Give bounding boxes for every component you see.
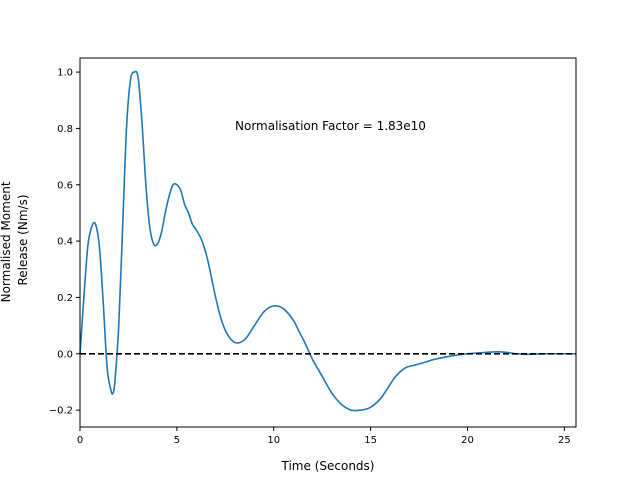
y-tick-label: −0.2: [49, 406, 73, 417]
series-layer: [79, 70, 576, 412]
y-axis-label-line-2: Release (Nm/s): [16, 194, 30, 285]
x-tick-label: 10: [267, 435, 280, 446]
plot-frame: [79, 57, 577, 428]
y-axis-label-line-1: Normalised Moment: [0, 181, 13, 302]
x-axis-label: Time (Seconds): [281, 459, 375, 473]
y-tick-label: 0.4: [57, 237, 73, 248]
normalisation-annotation: Normalisation Factor = 1.83e10: [235, 119, 426, 133]
y-tick-label: 0.0: [57, 349, 73, 360]
y-tick-label: 0.6: [57, 180, 73, 191]
x-tick-label: 20: [461, 435, 474, 446]
y-tick-label: 0.8: [57, 124, 73, 135]
moment-release-line: [79, 70, 576, 412]
y-tick-label: 0.2: [57, 293, 73, 304]
x-tick-label: 5: [174, 435, 180, 446]
x-axis: 0 5 10 15 20 25: [77, 427, 571, 446]
y-tick-label: 1.0: [57, 68, 73, 79]
x-tick-label: 25: [558, 435, 571, 446]
x-tick-label: 15: [364, 435, 377, 446]
y-axis: −0.2 0.0 0.2 0.4 0.6 0.8 1.0: [49, 68, 80, 417]
y-axis-label: Normalised Moment Release (Nm/s): [0, 178, 30, 303]
x-tick-label: 0: [77, 435, 83, 446]
